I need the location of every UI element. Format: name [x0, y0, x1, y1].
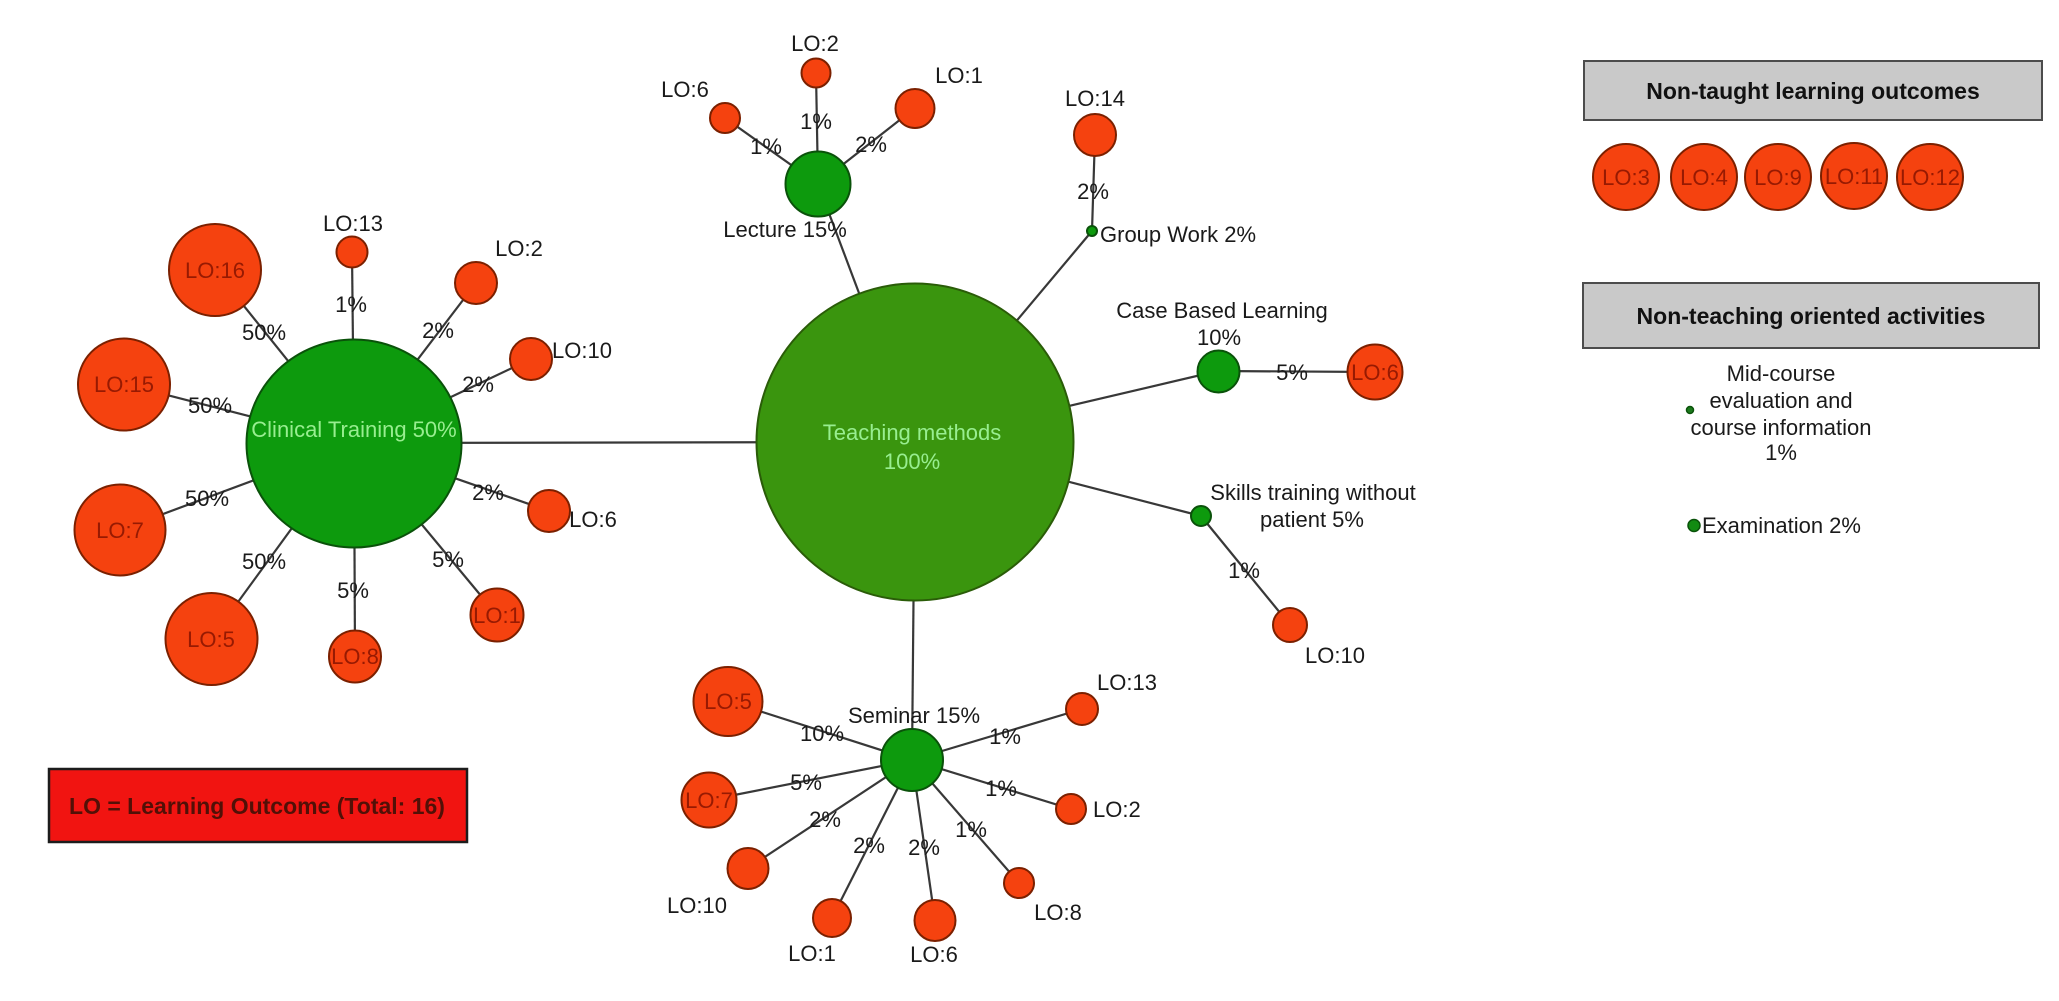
svg-text:Non-taught learning outcomes: Non-taught learning outcomes: [1646, 78, 1980, 104]
svg-text:LO:6: LO:6: [661, 77, 709, 102]
svg-text:10%: 10%: [800, 721, 844, 746]
svg-text:LO:8: LO:8: [331, 644, 379, 669]
svg-text:Skills training without: Skills training without: [1210, 480, 1415, 505]
svg-text:1%: 1%: [1228, 558, 1260, 583]
svg-text:LO = Learning Outcome (Total:: LO = Learning Outcome (Total: 16): [69, 793, 445, 819]
svg-text:LO:5: LO:5: [187, 627, 235, 652]
svg-text:LO:7: LO:7: [96, 518, 144, 543]
svg-text:1%: 1%: [985, 776, 1017, 801]
svg-text:LO:7: LO:7: [685, 788, 733, 813]
svg-text:LO:10: LO:10: [552, 338, 612, 363]
svg-text:LO:9: LO:9: [1754, 165, 1802, 190]
svg-text:5%: 5%: [337, 578, 369, 603]
svg-text:Lecture 15%: Lecture 15%: [723, 217, 847, 242]
svg-text:2%: 2%: [422, 318, 454, 343]
svg-text:LO:1: LO:1: [935, 63, 983, 88]
svg-text:1%: 1%: [800, 109, 832, 134]
svg-text:2%: 2%: [853, 833, 885, 858]
svg-text:LO:6: LO:6: [910, 942, 958, 967]
svg-text:1%: 1%: [750, 134, 782, 159]
svg-text:50%: 50%: [185, 486, 229, 511]
svg-text:50%: 50%: [188, 393, 232, 418]
svg-text:Clinical Training 50%: Clinical Training 50%: [251, 417, 456, 442]
svg-text:1%: 1%: [955, 817, 987, 842]
svg-text:course information: course information: [1691, 415, 1872, 440]
svg-text:LO:10: LO:10: [1305, 643, 1365, 668]
svg-text:1%: 1%: [1765, 440, 1797, 465]
svg-text:1%: 1%: [989, 724, 1021, 749]
svg-text:patient 5%: patient 5%: [1260, 507, 1364, 532]
svg-text:LO:2: LO:2: [495, 236, 543, 261]
svg-text:Group Work 2%: Group Work 2%: [1100, 222, 1256, 247]
svg-text:LO:6: LO:6: [569, 507, 617, 532]
svg-text:LO:10: LO:10: [667, 893, 727, 918]
svg-text:LO:1: LO:1: [788, 941, 836, 966]
svg-text:LO:14: LO:14: [1065, 86, 1125, 111]
svg-text:LO:15: LO:15: [94, 372, 154, 397]
svg-text:2%: 2%: [472, 480, 504, 505]
svg-text:LO:13: LO:13: [323, 211, 383, 236]
svg-text:50%: 50%: [242, 549, 286, 574]
svg-text:LO:2: LO:2: [1093, 797, 1141, 822]
svg-text:LO:8: LO:8: [1034, 900, 1082, 925]
svg-text:LO:3: LO:3: [1602, 165, 1650, 190]
svg-text:LO:2: LO:2: [791, 31, 839, 56]
svg-text:LO:11: LO:11: [1825, 164, 1883, 189]
svg-text:5%: 5%: [790, 770, 822, 795]
svg-text:2%: 2%: [809, 807, 841, 832]
svg-text:100%: 100%: [884, 449, 940, 474]
svg-text:LO:4: LO:4: [1680, 165, 1728, 190]
svg-text:LO:5: LO:5: [704, 689, 752, 714]
svg-text:LO:1: LO:1: [473, 603, 521, 628]
svg-text:LO:16: LO:16: [185, 258, 245, 283]
svg-text:5%: 5%: [1276, 360, 1308, 385]
svg-text:Examination 2%: Examination 2%: [1702, 513, 1861, 538]
svg-text:Non-teaching oriented activiti: Non-teaching oriented activities: [1637, 303, 1986, 329]
svg-text:LO:12: LO:12: [1900, 165, 1960, 190]
svg-text:LO:13: LO:13: [1097, 670, 1157, 695]
svg-text:Teaching methods: Teaching methods: [823, 420, 1002, 445]
svg-text:2%: 2%: [462, 372, 494, 397]
svg-text:2%: 2%: [1077, 179, 1109, 204]
svg-text:Mid-course: Mid-course: [1727, 361, 1836, 386]
svg-text:1%: 1%: [335, 292, 367, 317]
svg-text:2%: 2%: [908, 835, 940, 860]
svg-text:10%: 10%: [1197, 325, 1241, 350]
svg-text:Seminar 15%: Seminar 15%: [848, 703, 980, 728]
svg-text:Case Based Learning: Case Based Learning: [1116, 298, 1328, 323]
svg-text:2%: 2%: [855, 132, 887, 157]
svg-text:evaluation and: evaluation and: [1709, 388, 1852, 413]
svg-text:LO:6: LO:6: [1351, 360, 1399, 385]
svg-text:5%: 5%: [432, 547, 464, 572]
svg-text:50%: 50%: [242, 320, 286, 345]
